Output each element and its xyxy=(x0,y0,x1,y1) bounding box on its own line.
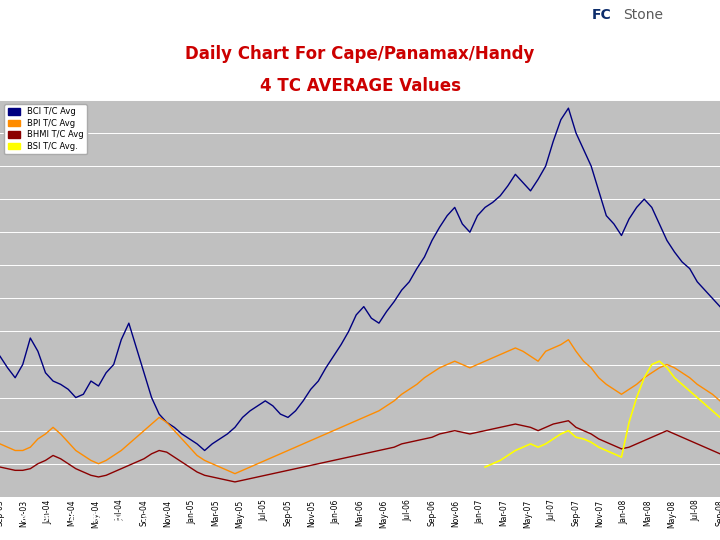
BHMI T/C Avg xyxy=(564,417,572,424)
Text: Cotton Fundamentals: Cotton Fundamentals xyxy=(11,512,161,525)
Legend: BCI T/C Avg, BPI T/C Avg, BHMI T/C Avg, BSI T/C Avg.: BCI T/C Avg, BPI T/C Avg, BHMI T/C Avg, … xyxy=(4,104,86,154)
Text: FC: FC xyxy=(592,8,611,22)
BPI T/C Avg xyxy=(670,364,679,371)
BHMI T/C Avg xyxy=(716,450,720,457)
BCI T/C Avg xyxy=(670,249,679,255)
BSI T/C Avg. xyxy=(716,414,720,421)
BCI T/C Avg xyxy=(94,383,103,389)
BHMI T/C Avg xyxy=(390,444,398,450)
BSI T/C Avg. xyxy=(655,358,664,365)
BHMI T/C Avg xyxy=(230,478,239,485)
Text: Stone: Stone xyxy=(623,8,663,22)
Text: Daily Chart For Cape/Panamax/Handy: Daily Chart For Cape/Panamax/Handy xyxy=(185,45,535,63)
Text: COMMODITY RISK MANAGEMENT: COMMODITY RISK MANAGEMENT xyxy=(11,10,215,20)
Bar xyxy=(576,2,709,28)
BPI T/C Avg xyxy=(367,411,376,417)
BCI T/C Avg xyxy=(716,303,720,310)
BPI T/C Avg xyxy=(200,457,209,464)
BHMI T/C Avg xyxy=(94,474,103,480)
BPI T/C Avg xyxy=(230,470,239,477)
Line: BSI T/C Avg.: BSI T/C Avg. xyxy=(485,361,720,467)
BCI T/C Avg xyxy=(564,105,572,111)
BPI T/C Avg xyxy=(564,336,572,343)
Line: BHMI T/C Avg: BHMI T/C Avg xyxy=(0,421,720,482)
BCI T/C Avg xyxy=(200,447,209,454)
BCI T/C Avg xyxy=(314,378,323,384)
BPI T/C Avg xyxy=(314,434,323,441)
BHMI T/C Avg xyxy=(367,449,376,455)
BPI T/C Avg xyxy=(0,441,4,447)
BHMI T/C Avg xyxy=(0,464,4,470)
Text: 4 TC AVERAGE Values: 4 TC AVERAGE Values xyxy=(259,77,461,95)
BPI T/C Avg xyxy=(390,397,398,404)
BCI T/C Avg xyxy=(208,441,217,447)
BCI T/C Avg xyxy=(390,299,398,305)
BPI T/C Avg xyxy=(716,397,720,404)
Line: BPI T/C Avg: BPI T/C Avg xyxy=(0,340,720,474)
BCI T/C Avg xyxy=(0,353,4,360)
BCI T/C Avg xyxy=(367,315,376,321)
BHMI T/C Avg xyxy=(314,461,323,467)
BPI T/C Avg xyxy=(94,461,103,467)
BHMI T/C Avg xyxy=(670,431,679,437)
BHMI T/C Avg xyxy=(200,472,209,478)
Line: BCI T/C Avg: BCI T/C Avg xyxy=(0,108,720,450)
